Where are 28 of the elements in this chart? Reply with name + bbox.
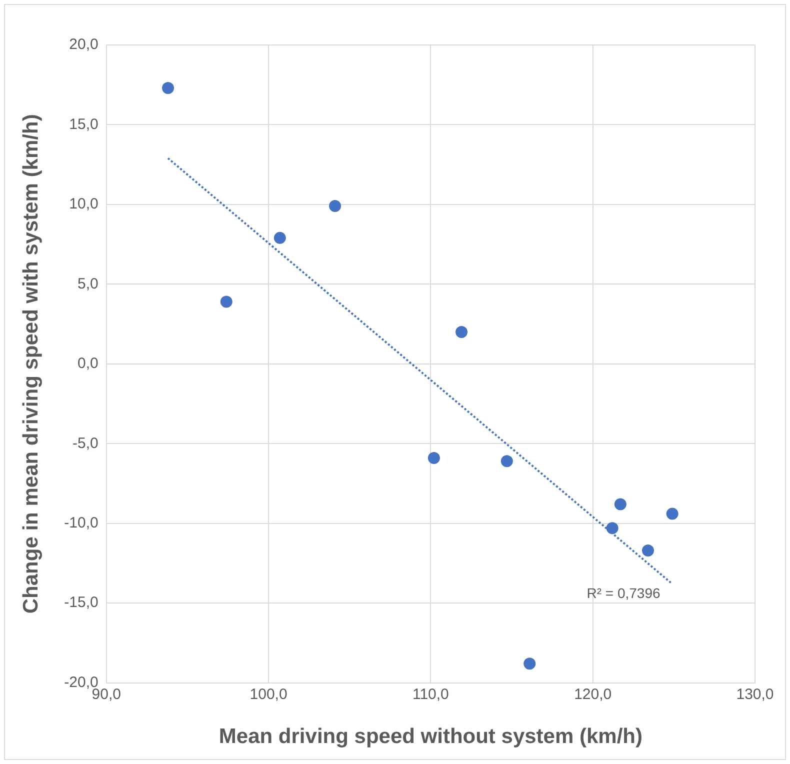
point	[220, 296, 232, 308]
point	[642, 544, 654, 556]
point	[606, 522, 618, 534]
point	[500, 455, 513, 468]
x-tick-label: 130,0	[736, 686, 774, 703]
point	[274, 232, 286, 244]
point	[614, 498, 626, 510]
point	[428, 452, 440, 464]
annotation: R² = 0,7396	[586, 584, 660, 601]
x-tick-label: 120,0	[574, 686, 612, 703]
point	[666, 508, 678, 520]
y-tick-label: 10,0	[69, 196, 98, 213]
y-axis-title: Change in mean driving speed with system (km/h)	[19, 114, 42, 614]
point	[329, 200, 342, 212]
y-tick-label: 0,0	[78, 355, 98, 372]
x-tick-label: 100,0	[250, 686, 288, 703]
point	[524, 658, 536, 670]
x-axis-title: Mean driving speed without system (km/h)	[218, 725, 642, 748]
y-tick-label: -5,0	[72, 434, 98, 452]
y-tick-label: 20,0	[69, 36, 98, 54]
y-tick-label: -15,0	[64, 594, 98, 612]
point	[162, 82, 174, 94]
y-tick-label: 5,0	[78, 275, 98, 292]
y-tick-label: 15,0	[69, 116, 98, 133]
y-tick-label: -10,0	[64, 514, 98, 532]
point	[456, 326, 468, 338]
x-tick-label: 90,0	[92, 686, 121, 703]
x-tick-label: 110,0	[412, 686, 449, 703]
